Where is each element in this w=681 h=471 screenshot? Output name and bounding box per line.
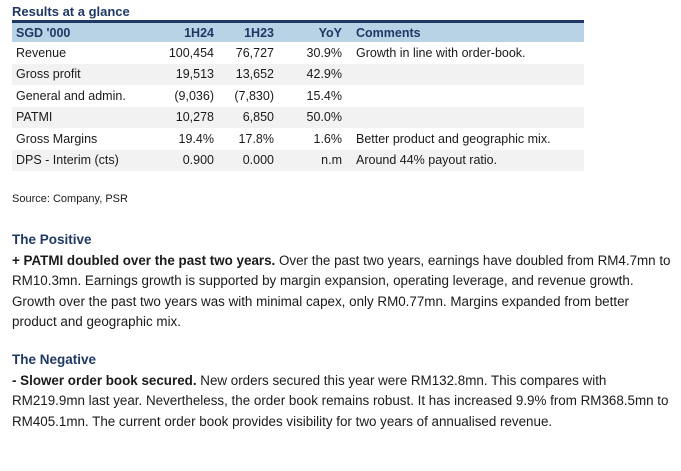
positive-body: Over the past two years, earnings have d… bbox=[12, 252, 671, 330]
table-row: DPS - Interim (cts) 0.900 0.000 n.m Around 4… bbox=[12, 149, 584, 171]
table-row: General and admin. (9,036) (7,830) 15.4% bbox=[12, 85, 584, 107]
col-header: YoY bbox=[318, 25, 342, 40]
table-cell: Growth in line with order-book. bbox=[356, 45, 526, 60]
table-cell: 0.000 bbox=[242, 153, 274, 168]
table-cell: General and admin. bbox=[16, 88, 126, 103]
table-cell: 50.0% bbox=[306, 110, 342, 125]
table-cell: Better product and geographic mix. bbox=[356, 131, 551, 146]
table-cell: 1.6% bbox=[313, 131, 343, 146]
table-cell: 17.8% bbox=[238, 131, 274, 146]
table-cell: 13,652 bbox=[235, 67, 274, 82]
table-cell: 6,850 bbox=[242, 110, 274, 125]
table-header: SGD '000 1H24 1H23 YoY Comments bbox=[12, 21, 584, 42]
col-header: 1H24 bbox=[184, 25, 214, 40]
table-cell: Gross Margins bbox=[16, 131, 98, 146]
table-cell: (7,830) bbox=[234, 88, 274, 103]
table-row: Gross Margins 19.4% 17.8% 1.6% Better produc… bbox=[12, 128, 584, 150]
table-cell: DPS - Interim (cts) bbox=[16, 153, 119, 168]
table-row: Gross profit 19,513 13,652 42.9% bbox=[12, 63, 584, 86]
table-cell: 30.9% bbox=[306, 45, 342, 60]
table-cell: (9,036) bbox=[174, 88, 214, 103]
table-row: PATMI 10,278 6,850 50.0% bbox=[12, 106, 584, 129]
table-cell: Gross profit bbox=[16, 67, 81, 82]
col-header: 1H23 bbox=[244, 25, 274, 40]
table-cell: 100,454 bbox=[168, 45, 214, 60]
negative-heading: The Negative bbox=[12, 352, 97, 367]
table-row: Revenue 100,454 76,727 30.9% Growth in line … bbox=[12, 42, 584, 64]
table-cell: 15.4% bbox=[306, 88, 342, 103]
table-cell: Revenue bbox=[16, 45, 67, 60]
table-cell: Around 44% payout ratio. bbox=[356, 153, 498, 168]
results-table: SGD '000 1H24 1H23 YoY Comments Revenue 1… bbox=[12, 20, 584, 171]
positive-heading: The Positive bbox=[12, 232, 92, 247]
table-title: Results at a glance bbox=[12, 4, 130, 19]
table-cell: 19.4% bbox=[178, 131, 214, 146]
table-cell bbox=[346, 107, 584, 129]
table-cell bbox=[346, 85, 584, 107]
table-cell: 42.9% bbox=[306, 67, 342, 82]
negative-section: The Negative - Slower order book secured… bbox=[12, 350, 672, 432]
col-header: SGD '000 bbox=[16, 25, 71, 40]
positive-lead: + PATMI doubled over the past two years. bbox=[12, 252, 276, 268]
table-cell: 0.900 bbox=[182, 153, 214, 168]
col-header: Comments bbox=[356, 25, 421, 40]
table-cell: n.m bbox=[321, 153, 342, 168]
table-cell: 10,278 bbox=[175, 110, 214, 125]
table-cell: 19,513 bbox=[175, 67, 214, 82]
table-cell: PATMI bbox=[16, 110, 53, 125]
table-cell bbox=[346, 64, 584, 86]
negative-lead: - Slower order book secured. bbox=[12, 372, 197, 388]
negative-body: New orders secured this year were RM132.… bbox=[12, 372, 669, 429]
source-note: Source: Company, PSR bbox=[12, 193, 128, 205]
positive-section: The Positive + PATMI doubled over the pa… bbox=[12, 230, 672, 333]
table-cell: 76,727 bbox=[235, 45, 274, 60]
